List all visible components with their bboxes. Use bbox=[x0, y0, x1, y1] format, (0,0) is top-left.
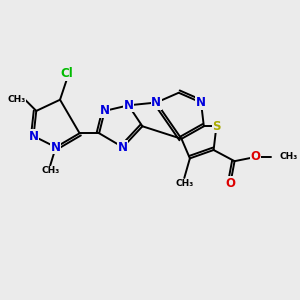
Text: Cl: Cl bbox=[61, 67, 74, 80]
Text: CH₃: CH₃ bbox=[8, 95, 26, 104]
Text: CH₃: CH₃ bbox=[175, 179, 194, 188]
Text: N: N bbox=[51, 141, 61, 154]
Text: S: S bbox=[212, 120, 221, 133]
Text: N: N bbox=[118, 141, 128, 154]
Text: CH₃: CH₃ bbox=[41, 167, 59, 176]
Text: N: N bbox=[28, 130, 38, 142]
Text: N: N bbox=[152, 96, 161, 109]
Text: O: O bbox=[225, 177, 236, 190]
Text: O: O bbox=[250, 151, 260, 164]
Text: CH₃: CH₃ bbox=[279, 152, 298, 161]
Text: N: N bbox=[100, 104, 110, 117]
Text: N: N bbox=[196, 96, 206, 109]
Text: N: N bbox=[123, 99, 134, 112]
